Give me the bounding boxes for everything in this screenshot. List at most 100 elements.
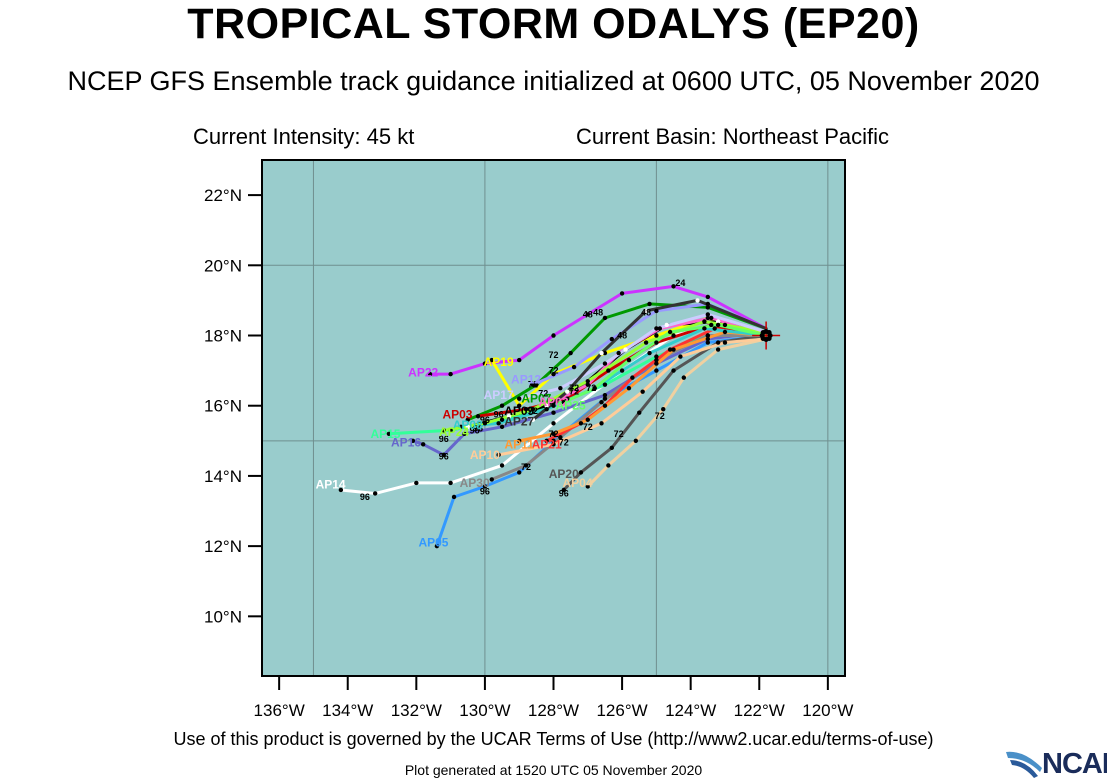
chart-subtitle: NCEP GFS Ensemble track guidance initial… bbox=[67, 66, 1040, 96]
track-point bbox=[558, 385, 563, 391]
track-point bbox=[709, 322, 714, 328]
track-point bbox=[571, 364, 577, 370]
track-point bbox=[544, 403, 549, 408]
x-tick-label: 122°W bbox=[734, 701, 785, 720]
member-label-ap15: AP15 bbox=[370, 427, 400, 441]
current-intensity: Current Intensity: 45 kt bbox=[193, 124, 415, 149]
track-point bbox=[585, 484, 590, 489]
track-point bbox=[599, 421, 604, 426]
track-point bbox=[671, 284, 676, 289]
track-point bbox=[654, 340, 659, 345]
track-point bbox=[626, 385, 632, 391]
track-point bbox=[465, 417, 470, 422]
track-point bbox=[551, 442, 556, 447]
track-point bbox=[602, 350, 608, 356]
member-label-ap20: AP20 bbox=[549, 467, 579, 481]
track-point bbox=[517, 403, 522, 408]
track-point bbox=[441, 428, 446, 433]
initial-position-point bbox=[760, 330, 766, 336]
track-point bbox=[654, 354, 659, 359]
forecast-hour-label: 96 bbox=[360, 492, 370, 502]
member-label-ap12: AP12 bbox=[511, 372, 541, 386]
track-point bbox=[705, 301, 711, 307]
track-point bbox=[482, 484, 488, 489]
track-point bbox=[715, 340, 721, 345]
track-point bbox=[695, 298, 700, 303]
forecast-hour-label: 48 bbox=[617, 331, 627, 341]
track-point bbox=[705, 333, 711, 338]
forecast-hour-label: 72 bbox=[569, 387, 579, 397]
track-point bbox=[705, 336, 711, 342]
track-point bbox=[475, 414, 481, 419]
track-point bbox=[458, 424, 464, 429]
track-point bbox=[448, 480, 453, 486]
forecast-hour-label: 72 bbox=[569, 383, 579, 393]
track-point bbox=[657, 326, 663, 331]
forecast-hour-label: 72 bbox=[548, 429, 558, 439]
track-point bbox=[410, 438, 416, 444]
track-point bbox=[592, 385, 597, 391]
member-label-ap16: AP16 bbox=[391, 436, 421, 450]
track-point bbox=[702, 319, 707, 324]
x-tick-label: 126°W bbox=[596, 701, 647, 720]
forecast-hour-label: 72 bbox=[586, 383, 596, 393]
member-label-ap09: AP09 bbox=[504, 404, 534, 418]
track-point bbox=[715, 347, 721, 352]
track-point bbox=[705, 294, 711, 300]
track-point bbox=[602, 382, 608, 387]
x-tick-label: 128°W bbox=[528, 701, 579, 720]
track-point bbox=[654, 368, 659, 373]
track-point bbox=[523, 463, 529, 468]
member-label-ap27: AP27 bbox=[504, 415, 534, 429]
member-label-ap24: AP24 bbox=[439, 425, 469, 439]
track-point bbox=[647, 350, 652, 356]
track-point bbox=[558, 435, 563, 440]
x-tick-label: 134°W bbox=[322, 701, 373, 720]
track-point bbox=[544, 438, 549, 444]
track-point bbox=[606, 463, 611, 468]
track-point bbox=[705, 312, 711, 317]
track-point bbox=[561, 487, 566, 493]
forecast-hour-label: 72 bbox=[614, 429, 624, 439]
x-tick-label: 136°W bbox=[254, 701, 305, 720]
forecast-hour-labels: 9696244872729696729672724872967296729672… bbox=[360, 278, 686, 502]
track-point bbox=[427, 371, 433, 377]
track-point bbox=[705, 315, 711, 321]
track-point bbox=[534, 382, 539, 387]
forecast-hour-label: 96 bbox=[470, 425, 480, 435]
x-tick-label: 132°W bbox=[391, 701, 442, 720]
track-point bbox=[568, 350, 573, 356]
track-line-ap22 bbox=[428, 284, 768, 376]
track-point bbox=[551, 410, 556, 415]
forecast-hour-label: 96 bbox=[439, 434, 449, 444]
track-point bbox=[664, 322, 669, 328]
track-point bbox=[386, 431, 392, 436]
ncar-logo: NCAR bbox=[1004, 748, 1107, 780]
track-point bbox=[681, 375, 687, 380]
forecast-hour-label: 48 bbox=[641, 308, 651, 318]
track-point bbox=[585, 312, 590, 317]
track-line-ap17 bbox=[517, 312, 768, 401]
track-point bbox=[441, 452, 446, 458]
track-point bbox=[489, 477, 494, 482]
track-point bbox=[602, 392, 608, 398]
forecast-hour-label: 72 bbox=[548, 350, 558, 360]
track-point bbox=[661, 407, 666, 412]
track-point bbox=[465, 424, 470, 429]
member-label-ap25: AP25 bbox=[556, 399, 586, 413]
track-point bbox=[722, 340, 728, 345]
generated-timestamp: Plot generated at 1520 UTC 05 November 2… bbox=[404, 762, 703, 778]
track-point bbox=[585, 382, 590, 387]
track-point bbox=[671, 347, 676, 352]
y-tick-label: 22°N bbox=[204, 186, 242, 205]
y-tick-label: 14°N bbox=[204, 467, 242, 486]
track-point bbox=[626, 357, 632, 363]
track-point bbox=[420, 442, 426, 447]
track-point bbox=[667, 347, 673, 352]
track-point bbox=[616, 350, 621, 356]
forecast-hour-label: 96 bbox=[559, 488, 569, 498]
member-label-ap03: AP03 bbox=[442, 407, 472, 421]
member-label-ap11: AP11 bbox=[505, 437, 535, 451]
